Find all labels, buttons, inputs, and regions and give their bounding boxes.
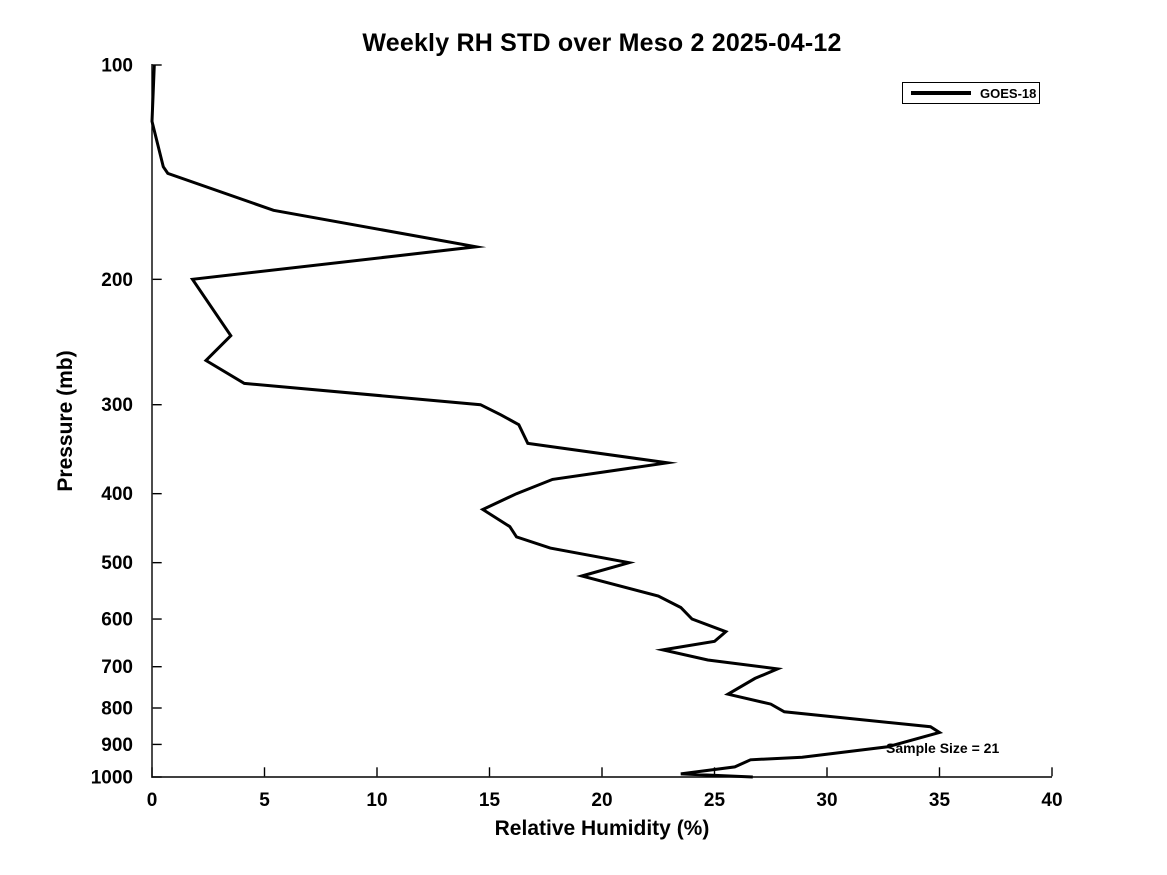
x-tick-label: 10 (366, 790, 387, 811)
legend-line-sample (911, 91, 971, 95)
x-axis-label: Relative Humidity (%) (494, 817, 710, 840)
y-tick-label: 500 (101, 553, 133, 574)
y-tick-label: 100 (101, 56, 133, 77)
y-tick-label: 800 (101, 699, 133, 720)
chart-title: Weekly RH STD over Meso 2 2025-04-12 (362, 29, 842, 57)
y-tick-label: 900 (101, 735, 133, 756)
x-tick-label: 30 (816, 790, 837, 811)
x-tick-label: 5 (259, 790, 270, 811)
y-tick-label: 400 (101, 484, 133, 505)
x-tick-label: 25 (704, 790, 726, 811)
x-tick-label: 20 (591, 790, 612, 811)
legend: GOES-18 (902, 82, 1040, 104)
x-tick-label: 0 (147, 790, 158, 811)
y-tick-label: 600 (101, 610, 133, 631)
y-tick-label: 1000 (91, 768, 133, 789)
y-tick-label: 300 (101, 395, 133, 416)
y-tick-label: 700 (101, 657, 133, 678)
y-tick-label: 200 (101, 270, 133, 291)
x-tick-label: 40 (1041, 790, 1062, 811)
x-tick-label: 35 (929, 790, 951, 811)
data-line-goes-18 (150, 64, 944, 779)
legend-label: GOES-18 (980, 85, 1037, 101)
sample-size-annotation: Sample Size = 21 (886, 740, 1000, 756)
x-tick-label: 15 (479, 790, 501, 811)
